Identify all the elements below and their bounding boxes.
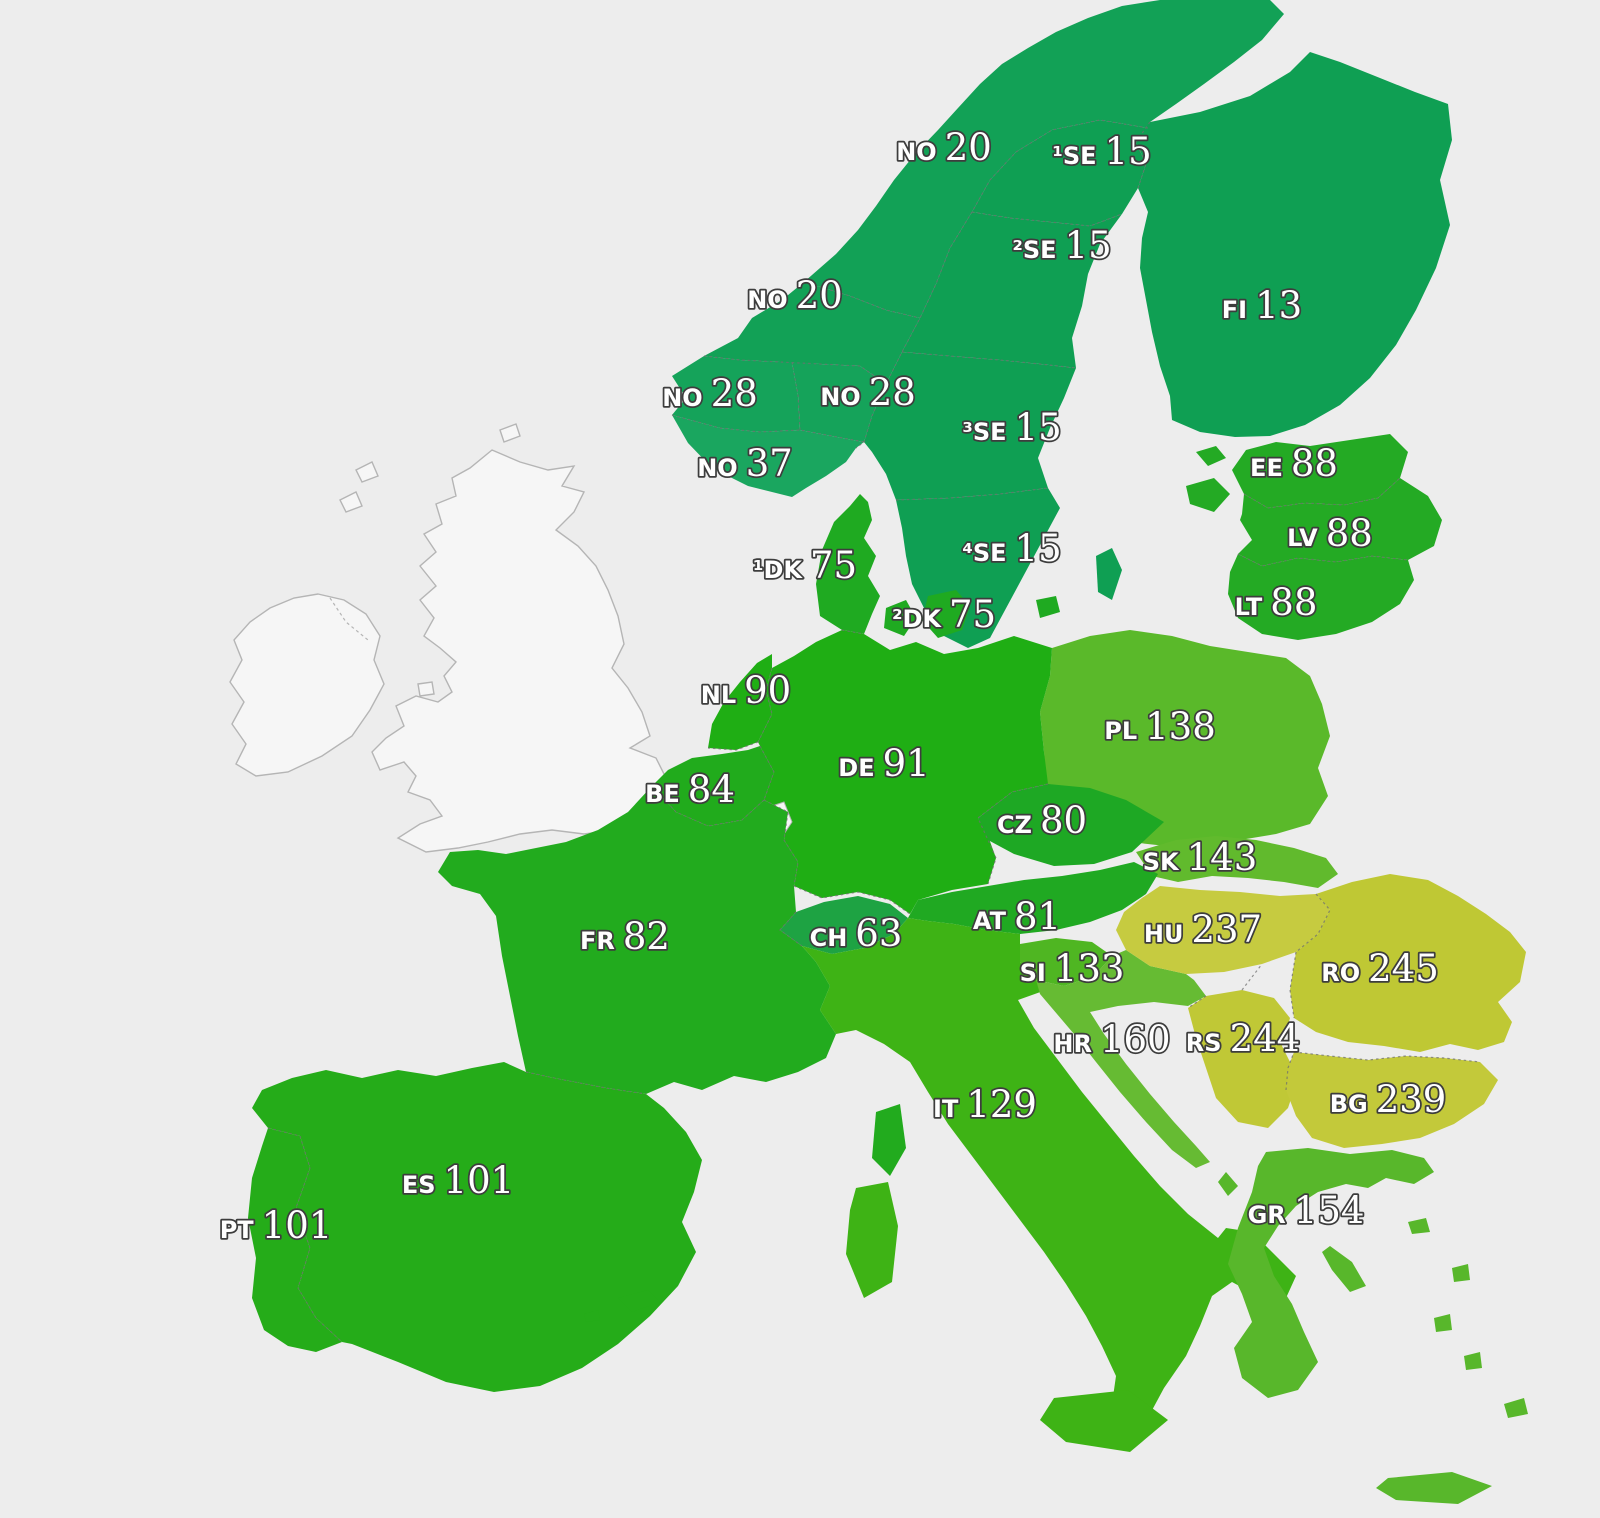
great-britain-outline <box>371 449 667 853</box>
region-fi[interactable] <box>1136 52 1452 437</box>
region-fr[interactable] <box>438 786 836 1094</box>
label-code-dk1: ¹DK <box>753 556 803 584</box>
region-hu[interactable] <box>1116 886 1330 974</box>
region-se3[interactable] <box>864 352 1076 500</box>
region-no1[interactable] <box>792 362 886 442</box>
region-ch[interactable] <box>780 896 908 954</box>
ireland-outline <box>229 593 385 777</box>
estonian-islands <box>1186 446 1230 512</box>
region-pt[interactable] <box>248 1128 342 1352</box>
region-dk1[interactable] <box>816 494 880 634</box>
region-ro[interactable] <box>1290 874 1526 1052</box>
region-gr[interactable] <box>1228 1148 1434 1398</box>
sicily-island <box>1040 1390 1168 1452</box>
region-se4[interactable] <box>896 488 1060 648</box>
region-hr[interactable] <box>1036 950 1210 1168</box>
region-se2[interactable] <box>902 212 1122 368</box>
bornholm-island <box>1036 596 1060 618</box>
zone-borders <box>267 119 1481 1343</box>
region-nl[interactable] <box>708 654 772 750</box>
region-bg[interactable] <box>1286 1052 1498 1148</box>
sardinia-island <box>846 1182 898 1298</box>
region-no3[interactable] <box>704 282 920 384</box>
isle-of-man-outline <box>417 681 435 697</box>
region-de[interactable] <box>758 630 1052 914</box>
region-no4[interactable] <box>804 0 1284 318</box>
region-at[interactable] <box>908 862 1158 934</box>
funen-island <box>884 600 916 636</box>
west-europe-borders <box>651 629 1049 947</box>
balearic-islands <box>584 1290 660 1322</box>
region-it[interactable] <box>802 918 1296 1426</box>
region-no2[interactable] <box>672 415 864 497</box>
region-sk[interactable] <box>1136 836 1338 888</box>
region-dk2[interactable] <box>922 590 970 638</box>
gotland-island <box>1096 548 1122 600</box>
region-si[interactable] <box>1020 938 1112 986</box>
region-pl[interactable] <box>1040 630 1330 846</box>
region-no5[interactable] <box>672 356 800 432</box>
region-es[interactable] <box>252 1062 702 1392</box>
baltic-balkan-borders <box>267 477 1481 1343</box>
region-lv[interactable] <box>1238 478 1442 566</box>
no-data-countries <box>229 423 667 853</box>
region-cz[interactable] <box>978 784 1164 866</box>
region-ee[interactable] <box>1232 434 1408 508</box>
region-lt[interactable] <box>1228 554 1414 640</box>
region-se1[interactable] <box>972 120 1148 226</box>
corsica-island <box>872 1104 906 1176</box>
hebrides-outline <box>339 423 521 513</box>
region-be[interactable] <box>652 746 774 826</box>
region-rs[interactable] <box>1188 990 1298 1128</box>
nordic-zone-borders <box>671 119 1151 501</box>
bidding-zones <box>248 0 1528 1504</box>
